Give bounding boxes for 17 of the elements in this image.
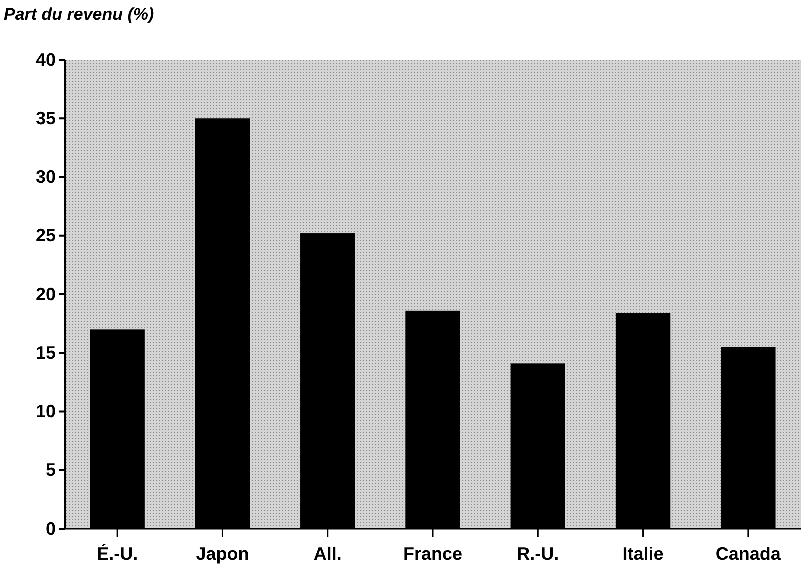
y-axis-title: Part du revenu (%) (4, 5, 155, 24)
y-tick-label: 10 (36, 402, 56, 422)
x-tick-label: É.-U. (97, 544, 138, 564)
y-tick-label: 35 (36, 108, 56, 128)
x-tick-label: Japon (196, 544, 250, 564)
x-tick-label: R.-U. (517, 544, 560, 564)
y-tick-label: 15 (36, 342, 56, 363)
y-tick-label: 20 (36, 284, 56, 304)
x-tick-label: All. (314, 544, 342, 564)
y-tick-label: 25 (36, 226, 56, 246)
x-tick-label: Italie (622, 544, 664, 564)
y-tick-label: 30 (36, 167, 56, 188)
y-tick-label: 5 (46, 460, 56, 480)
y-tick-label: 40 (36, 50, 56, 70)
x-tick-label: France (403, 544, 463, 564)
x-tick-label: Canada (716, 544, 782, 564)
y-tick-label: 0 (46, 518, 56, 539)
